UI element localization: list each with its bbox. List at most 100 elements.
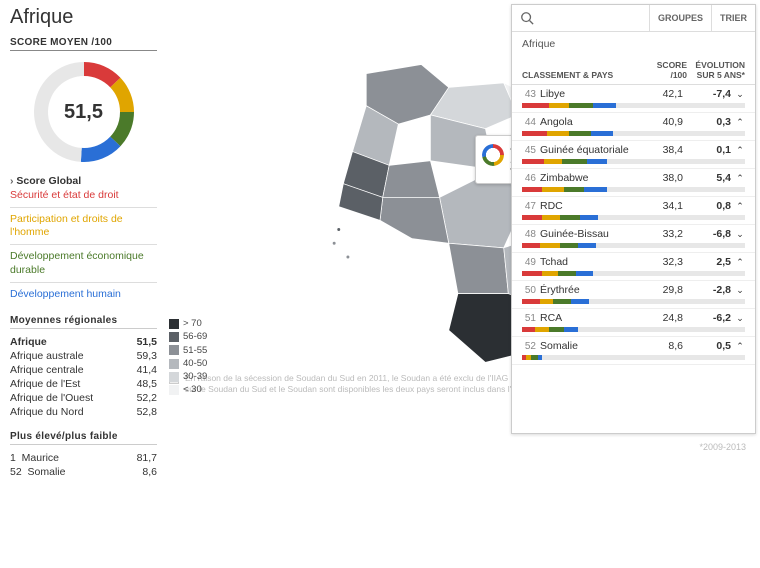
category-item[interactable]: Développement économique durable [10, 248, 157, 278]
hilo-row: 52 Somalie8,6 [10, 465, 157, 479]
ranking-row[interactable]: 48 Guinée-Bissau 33,2 -6,8 ⌄ [512, 225, 755, 253]
regional-row: Afrique de l'Est48,5 [10, 377, 157, 391]
ranking-row[interactable]: 46 Zimbabwe 38,0 5,4 ⌃ [512, 169, 755, 197]
ranking-row[interactable]: 45 Guinée équatoriale 38,4 0,1 ⌃ [512, 141, 755, 169]
col-evolution[interactable]: ÉVOLUTION SUR 5 ANS* [691, 60, 745, 80]
row-score: 42,1 [647, 88, 683, 100]
row-rank: 47 [522, 201, 536, 212]
regional-row: Afrique51,5 [10, 335, 157, 349]
panel-filter-label[interactable]: Afrique [512, 32, 755, 56]
row-rank: 51 [522, 313, 536, 324]
panel-columns-header: CLASSEMENT & PAYS SCORE /100 ÉVOLUTION S… [512, 56, 755, 85]
row-evolution: -7,4 [687, 88, 731, 100]
row-score: 33,2 [647, 228, 683, 240]
row-bar [522, 299, 745, 304]
ranking-row[interactable]: 47 RDC 34,1 0,8 ⌃ [512, 197, 755, 225]
groups-button[interactable]: GROUPES [649, 5, 711, 31]
ranking-row[interactable]: 49 Tchad 32,3 2,5 ⌃ [512, 253, 755, 281]
regional-row: Afrique centrale41,4 [10, 363, 157, 377]
row-score: 32,3 [647, 256, 683, 268]
row-evolution: 0,5 [687, 340, 731, 352]
row-country: Somalie [540, 340, 643, 352]
row-bar [522, 103, 745, 108]
sort-button[interactable]: TRIER [711, 5, 755, 31]
legend-item: < 30 [169, 383, 207, 396]
ranking-row[interactable]: 44 Angola 40,9 0,3 ⌃ [512, 113, 755, 141]
trend-down-icon: ⌄ [735, 313, 745, 324]
trend-down-icon: ⌄ [735, 89, 745, 100]
row-evolution: -6,8 [687, 228, 731, 240]
row-score: 24,8 [647, 312, 683, 324]
period-note: *2009-2013 [693, 438, 752, 456]
legend-item: 30-39 [169, 370, 207, 383]
search-icon [520, 11, 534, 25]
row-score: 38,0 [647, 172, 683, 184]
category-item[interactable]: Développement humain [10, 286, 157, 303]
trend-down-icon: ⌄ [735, 285, 745, 296]
row-rank: 46 [522, 173, 536, 184]
row-country: Tchad [540, 256, 643, 268]
ranking-row[interactable]: 43 Libye 42,1 -7,4 ⌄ [512, 85, 755, 113]
row-evolution: -6,2 [687, 312, 731, 324]
ranking-row[interactable]: 52 Somalie 8,6 0,5 ⌃ [512, 337, 755, 365]
row-evolution: 0,3 [687, 116, 731, 128]
row-rank: 44 [522, 117, 536, 128]
row-evolution: 5,4 [687, 172, 731, 184]
score-global-link[interactable]: Score Global [10, 175, 157, 187]
ranking-row[interactable]: 50 Érythrée 29,8 -2,8 ⌄ [512, 281, 755, 309]
regional-row: Afrique australe59,3 [10, 349, 157, 363]
trend-up-icon: ⌃ [735, 117, 745, 128]
row-evolution: -2,8 [687, 284, 731, 296]
row-bar [522, 131, 745, 136]
trend-up-icon: ⌃ [735, 201, 745, 212]
trend-up-icon: ⌃ [735, 173, 745, 184]
row-country: RCA [540, 312, 643, 324]
row-rank: 50 [522, 285, 536, 296]
category-item[interactable]: Participation et droits de l'homme [10, 211, 157, 241]
row-bar [522, 355, 745, 360]
regional-row: Afrique du Nord52,8 [10, 405, 157, 419]
trend-up-icon: ⌃ [735, 145, 745, 156]
row-bar [522, 215, 745, 220]
row-score: 34,1 [647, 200, 683, 212]
legend-item: 56-69 [169, 330, 207, 343]
row-score: 29,8 [647, 284, 683, 296]
ranking-row[interactable]: 51 RCA 24,8 -6,2 ⌄ [512, 309, 755, 337]
row-bar [522, 187, 745, 192]
score-donut: 51,5 [29, 57, 139, 167]
search-input[interactable] [512, 5, 649, 31]
row-bar [522, 243, 745, 248]
row-country: Guinée équatoriale [540, 144, 643, 156]
score-value: 51,5 [29, 57, 139, 167]
row-score: 40,9 [647, 116, 683, 128]
regional-row: Afrique de l'Ouest52,2 [10, 391, 157, 405]
legend-item: 40-50 [169, 357, 207, 370]
row-rank: 43 [522, 89, 536, 100]
trend-down-icon: ⌄ [735, 229, 745, 240]
left-column: SCORE MOYEN /100 51,5 Score Global Sécur… [0, 33, 165, 568]
legend-item: > 70 [169, 317, 207, 330]
row-country: RDC [540, 200, 643, 212]
row-country: Érythrée [540, 284, 643, 296]
row-bar [522, 159, 745, 164]
row-country: Guinée-Bissau [540, 228, 643, 240]
ranking-panel: GROUPES TRIER Afrique CLASSEMENT & PAYS … [511, 4, 756, 434]
row-score: 8,6 [647, 340, 683, 352]
row-evolution: 0,8 [687, 200, 731, 212]
col-country[interactable]: CLASSEMENT & PAYS [522, 70, 647, 80]
category-item[interactable]: Sécurité et état de droit [10, 187, 157, 204]
row-evolution: 2,5 [687, 256, 731, 268]
trend-up-icon: ⌃ [735, 257, 745, 268]
row-evolution: 0,1 [687, 144, 731, 156]
map-legend: > 7056-6951-5540-5030-39< 30 [169, 317, 207, 397]
row-score: 38,4 [647, 144, 683, 156]
hilo-heading: Plus élevé/plus faible [10, 431, 157, 445]
row-bar [522, 271, 745, 276]
hilo-row: 1 Maurice81,7 [10, 451, 157, 465]
row-rank: 48 [522, 229, 536, 240]
col-score[interactable]: SCORE /100 [651, 60, 687, 80]
row-bar [522, 327, 745, 332]
row-rank: 49 [522, 257, 536, 268]
row-rank: 52 [522, 341, 536, 352]
legend-item: 51-55 [169, 344, 207, 357]
